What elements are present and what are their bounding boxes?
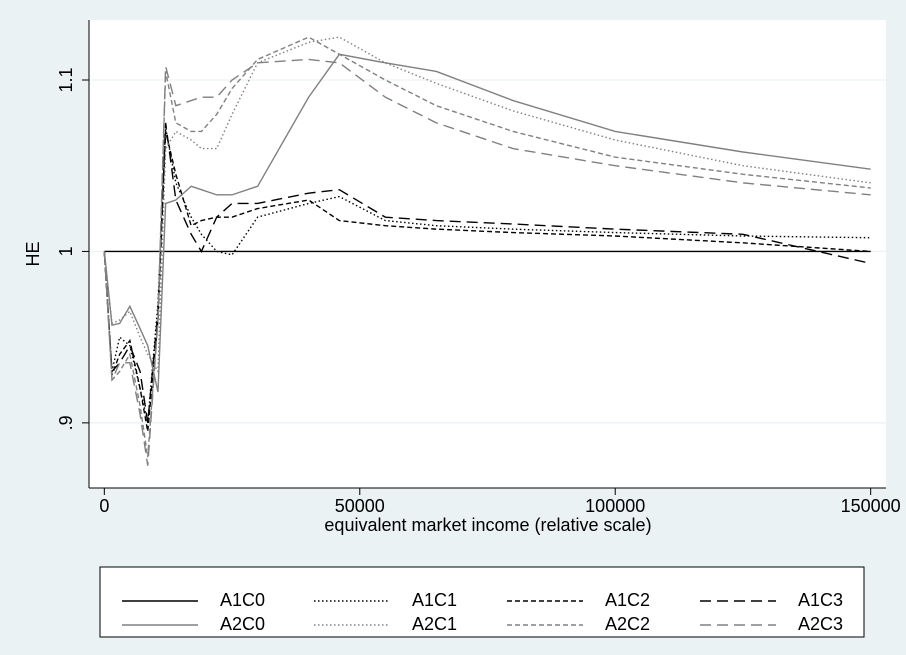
x-axis-title: equivalent market income (relative scale… [324, 515, 651, 535]
plot-area [89, 20, 886, 488]
series-line [103, 127, 871, 424]
legend-label: A2C1 [412, 614, 457, 634]
series-line [103, 53, 871, 393]
legend-label: A2C0 [220, 614, 265, 634]
x-tick-label: 150000 [841, 496, 901, 516]
legend-box [99, 566, 865, 638]
legend-label: A1C1 [412, 590, 457, 610]
legend-label: A1C3 [798, 590, 843, 610]
legend-label: A2C2 [605, 614, 650, 634]
y-axis-title: HE [23, 241, 43, 266]
x-tick-label: 100000 [585, 496, 645, 516]
x-tick-label: 0 [99, 496, 109, 516]
series-line [103, 58, 871, 466]
y-tick-label: .9 [56, 415, 76, 430]
x-tick-label: 50000 [335, 496, 385, 516]
series-line [103, 122, 871, 423]
legend-label: A1C2 [605, 590, 650, 610]
series-line [103, 36, 871, 458]
series-line [103, 131, 871, 432]
y-tick-label: 1 [56, 246, 76, 256]
legend-label: A2C3 [798, 614, 843, 634]
legend-label: A1C0 [220, 590, 265, 610]
y-tick-label: 1.1 [56, 67, 76, 92]
